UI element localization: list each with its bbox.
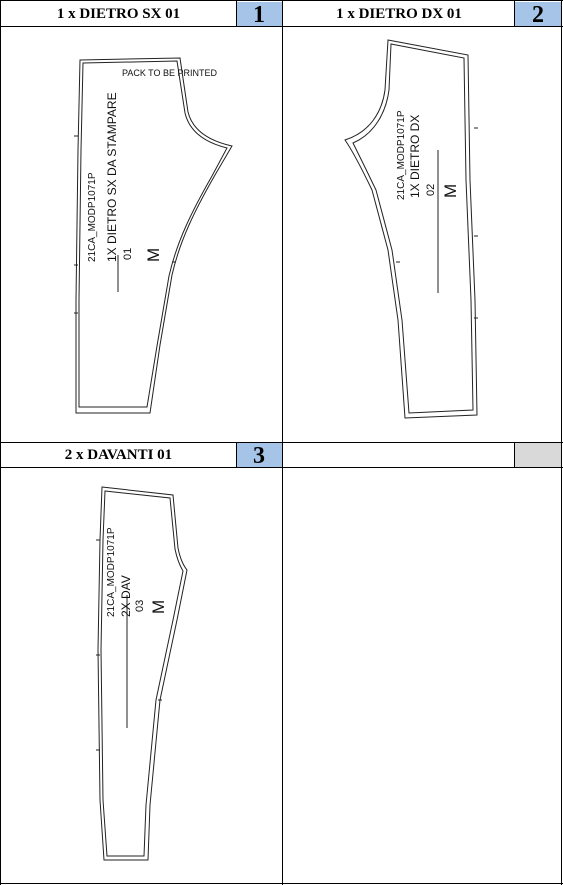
grid-line-header2-bottom bbox=[0, 467, 563, 468]
cell-4-number bbox=[515, 443, 561, 468]
header-divider-4 bbox=[514, 442, 515, 468]
piece-1-code: 21CA_MODP1071P bbox=[87, 172, 98, 262]
piece-1-size: M bbox=[144, 248, 163, 262]
grid-line-header1-bottom bbox=[0, 26, 563, 27]
piece-2-code: 21CA_MODP1071P bbox=[396, 110, 407, 200]
grid-line-right bbox=[561, 0, 562, 885]
piece-2-name: 1X DIETRO DX bbox=[408, 115, 422, 198]
piece-2-size: M bbox=[441, 184, 460, 198]
header-divider-3 bbox=[236, 442, 237, 468]
piece-1-index: 01 bbox=[122, 248, 134, 260]
piece-1-name: 1X DIETRO SX DA STAMPARE bbox=[105, 92, 119, 262]
header-divider-2 bbox=[514, 0, 515, 27]
cell-3-number: 3 bbox=[236, 443, 282, 469]
piece-3-index: 03 bbox=[134, 600, 146, 612]
piece-3-code: 21CA_MODP1071P bbox=[106, 527, 117, 617]
piece-dietro-sx bbox=[74, 57, 233, 414]
piece-3-size: M bbox=[149, 600, 168, 614]
cell-3-header: 2 x DAVANTI 01 3 bbox=[1, 442, 282, 469]
piece-dietro-dx bbox=[344, 39, 478, 419]
grid-line-top bbox=[0, 0, 563, 1]
grid-line-bottom bbox=[0, 883, 563, 884]
cell-2-number: 2 bbox=[515, 2, 561, 28]
cell-3-title: 2 x DAVANTI 01 bbox=[64, 447, 173, 463]
cell-2-header: 1 x DIETRO DX 01 2 bbox=[283, 1, 561, 28]
grid-line-row1-bottom bbox=[0, 442, 563, 443]
piece-3-name: 2X DAV bbox=[119, 575, 133, 617]
piece-1-note: PACK TO BE PRINTED bbox=[122, 68, 218, 78]
piece-2-index: 02 bbox=[425, 184, 437, 196]
cell-1-header: 1 x DIETRO SX 01 1 bbox=[1, 1, 282, 28]
piece-davanti bbox=[96, 486, 188, 861]
cell-1-title: 1 x DIETRO SX 01 bbox=[56, 6, 181, 22]
header-divider-1 bbox=[236, 0, 237, 27]
cell-2-title: 1 x DIETRO DX 01 bbox=[336, 6, 462, 22]
grid-line-middle bbox=[282, 0, 283, 885]
cell-1-number: 1 bbox=[236, 2, 282, 28]
grid-line-left bbox=[0, 0, 1, 885]
cell-4-header bbox=[283, 442, 561, 468]
